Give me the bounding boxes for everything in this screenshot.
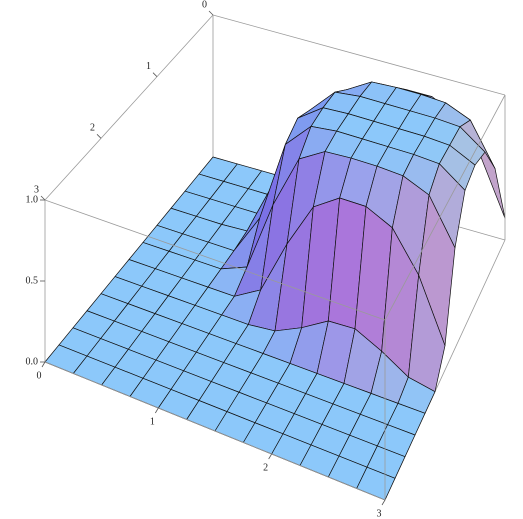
box-edge: [44, 361, 386, 501]
x-tick: [268, 453, 273, 460]
x-tick-label: 1: [150, 416, 155, 427]
y-tick: [208, 10, 214, 16]
y-tick: [40, 195, 46, 201]
z-tick-label: 0.5: [26, 275, 39, 286]
z-tick-label: 0.0: [26, 356, 39, 367]
z-tick-label: 1.0: [26, 194, 39, 205]
box-edge: [44, 14, 214, 201]
y-tick-label: 2: [90, 123, 95, 134]
x-tick-label: 0: [37, 370, 42, 381]
y-tick: [96, 134, 102, 139]
box-edge: [384, 94, 506, 321]
x-tick-label: 2: [263, 462, 268, 473]
x-tick: [41, 361, 46, 368]
y-tick-label: 3: [34, 184, 39, 195]
box-edge: [44, 199, 386, 321]
box-edge: [212, 14, 506, 96]
x-tick: [154, 407, 159, 414]
y-tick-label: 0: [202, 0, 207, 10]
y-tick-label: 1: [146, 61, 151, 72]
x-tick-label: 3: [377, 508, 382, 519]
y-tick: [152, 72, 158, 77]
x-tick: [381, 499, 386, 506]
